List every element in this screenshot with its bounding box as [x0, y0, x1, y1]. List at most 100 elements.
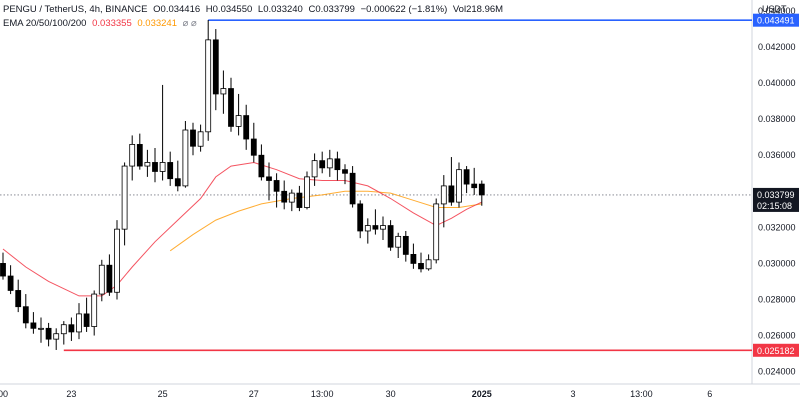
candle-bullish[interactable] — [425, 259, 432, 270]
candle-bearish[interactable] — [463, 169, 470, 185]
candle-bearish[interactable] — [349, 172, 356, 205]
time-tick-label: 23 — [66, 389, 76, 399]
candle-bearish[interactable] — [273, 180, 280, 192]
candle-bullish[interactable] — [91, 293, 98, 327]
ohlc-header: PENGU / TetherUS, 4h, BINANCE O0.034416 … — [3, 4, 506, 16]
resistance-price-label: 0.043491 — [757, 16, 795, 26]
time-tick-label: 6 — [707, 389, 712, 399]
candle-bearish[interactable] — [319, 160, 326, 169]
price-tick-label: 0.040000 — [758, 78, 796, 88]
candle-bullish[interactable] — [326, 158, 333, 169]
candle-bearish[interactable] — [296, 192, 303, 208]
close-value: C0.033799 — [308, 4, 355, 15]
candle-bearish[interactable] — [167, 162, 174, 180]
time-tick-label: 30 — [386, 389, 396, 399]
candle-bearish[interactable] — [402, 235, 409, 255]
symbol-label[interactable]: PENGU / TetherUS, 4h, BINANCE — [3, 4, 148, 15]
candle-bullish[interactable] — [144, 162, 151, 167]
time-tick-label: 3 — [570, 389, 575, 399]
candle-bullish[interactable] — [129, 144, 136, 167]
candle-bearish[interactable] — [471, 183, 478, 189]
candle-bullish[interactable] — [60, 324, 67, 335]
candle-bearish[interactable] — [212, 39, 219, 95]
candle-bearish[interactable] — [258, 154, 265, 178]
candle-bearish[interactable] — [30, 322, 37, 329]
time-tick-label: 25 — [158, 389, 168, 399]
ema50-value: 0.033241 — [137, 18, 177, 29]
volume-value: Vol218.96M — [452, 4, 504, 15]
candle-bearish[interactable] — [136, 144, 143, 167]
candle-bullish[interactable] — [76, 313, 82, 333]
ema-header: EMA 20/50/100/200 0.033355 0.033241 ⌀ ⌀ — [3, 18, 200, 30]
candle-bullish[interactable] — [304, 176, 310, 208]
candle-bullish[interactable] — [159, 162, 166, 172]
price-tick-label: 0.028000 — [758, 294, 796, 304]
candle-bearish[interactable] — [45, 327, 52, 340]
candle-bullish[interactable] — [235, 115, 242, 127]
candle-bearish[interactable] — [174, 178, 181, 187]
candle-bullish[interactable] — [38, 327, 44, 330]
candle-bearish[interactable] — [342, 169, 348, 174]
candle-bullish[interactable] — [288, 192, 295, 203]
time-tick-label: 2025 — [472, 389, 492, 399]
candle-bullish[interactable] — [182, 129, 189, 187]
candle-bearish[interactable] — [152, 162, 158, 172]
candle-bullish[interactable] — [220, 88, 227, 95]
candle-bearish[interactable] — [68, 324, 75, 333]
candle-bearish[interactable] — [83, 313, 90, 327]
resistance-price-badge — [753, 13, 799, 27]
candle-bullish[interactable] — [440, 185, 447, 205]
candle-countdown-label: 02:15:08 — [757, 201, 792, 211]
candle-bearish[interactable] — [243, 115, 250, 140]
candle-bearish[interactable] — [266, 176, 272, 181]
candle-bearish[interactable] — [418, 263, 424, 270]
current-price-label: 0.033799 — [757, 190, 795, 200]
candle-bullish[interactable] — [98, 264, 105, 295]
candle-bearish[interactable] — [334, 158, 341, 171]
price-tick-label: 0.030000 — [758, 258, 796, 268]
candle-bearish[interactable] — [357, 203, 364, 232]
candle-bearish[interactable] — [106, 264, 113, 293]
candle-bullish[interactable] — [380, 225, 386, 230]
ema20-line[interactable] — [2, 161, 483, 297]
candle-bearish[interactable] — [228, 88, 234, 127]
candle-bullish[interactable] — [205, 39, 212, 133]
current-price-badge — [753, 187, 799, 212]
candle-bearish[interactable] — [0, 263, 6, 277]
ema-visibility-icons[interactable]: ⌀ ⌀ — [182, 18, 197, 29]
candle-bullish[interactable] — [395, 235, 402, 248]
candle-bullish[interactable] — [197, 131, 204, 147]
candle-bearish[interactable] — [22, 306, 29, 324]
candle-bearish[interactable] — [281, 190, 288, 203]
candle-bearish[interactable] — [372, 225, 379, 230]
time-tick-label: 13:00 — [311, 389, 334, 399]
price-tick-label: 0.036000 — [758, 150, 796, 160]
candle-bullish[interactable] — [311, 160, 318, 178]
candle-bullish[interactable] — [114, 228, 120, 293]
candle-bearish[interactable] — [478, 183, 485, 196]
candle-bearish[interactable] — [410, 254, 417, 264]
candle-bearish[interactable] — [7, 275, 14, 291]
time-tick-label: 0:00 — [0, 389, 8, 399]
open-value: O0.034416 — [153, 4, 201, 15]
ema-indicator-label[interactable]: EMA 20/50/100/200 — [3, 18, 87, 29]
candle-bearish[interactable] — [15, 290, 22, 308]
candle-bearish[interactable] — [387, 225, 394, 248]
currency-label: USDT — [762, 4, 787, 14]
change-value: −0.000622 (−1.81%) — [360, 4, 448, 15]
candle-bullish[interactable] — [456, 169, 462, 203]
high-value: H0.034550 — [205, 4, 253, 15]
low-value: L0.033240 — [257, 4, 303, 15]
candle-bullish[interactable] — [121, 165, 128, 230]
candle-bearish[interactable] — [250, 138, 257, 156]
candle-bearish[interactable] — [190, 129, 196, 147]
price-tick-label: 0.038000 — [758, 114, 796, 124]
candle-bearish[interactable] — [448, 185, 455, 203]
candle-bullish[interactable] — [53, 333, 60, 340]
candle-bullish[interactable] — [364, 225, 371, 232]
ema50-line[interactable] — [169, 190, 482, 252]
support-price-badge — [753, 343, 799, 357]
candle-bullish[interactable] — [433, 203, 440, 261]
